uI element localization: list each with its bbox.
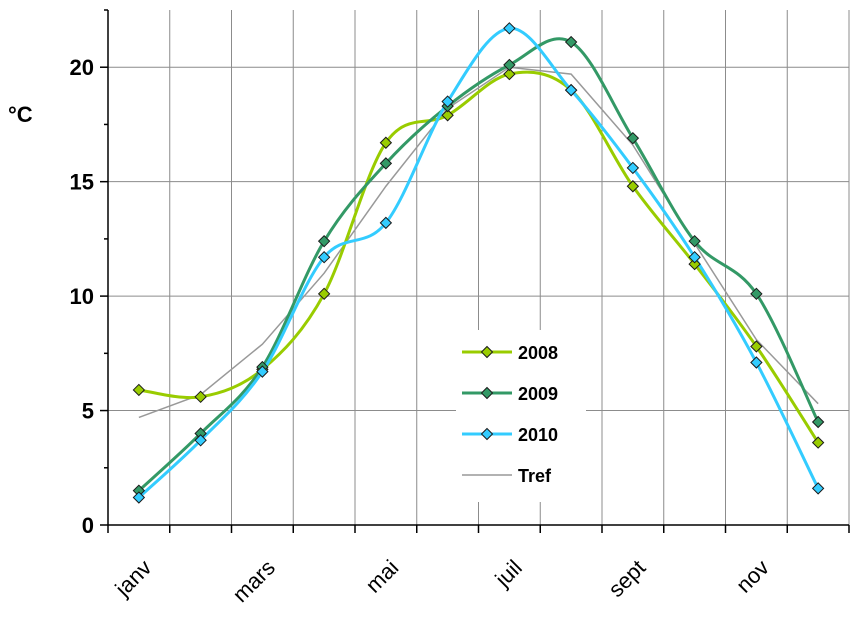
data-point-2008 — [194, 390, 207, 404]
data-point-2010 — [750, 356, 763, 369]
data-point-2010 — [256, 365, 269, 378]
data-point-2008 — [811, 436, 825, 449]
data-point-2008 — [688, 257, 701, 271]
y-tick-label: 15 — [70, 170, 94, 195]
data-point-2009 — [379, 157, 393, 170]
data-point-2008 — [317, 287, 331, 301]
data-point-2008 — [132, 383, 146, 397]
data-point-2008 — [626, 180, 640, 193]
data-point-2010 — [564, 83, 578, 97]
data-point-2009 — [688, 234, 701, 248]
axes — [100, 9, 850, 533]
data-point-2009 — [317, 234, 331, 248]
legend-marker-2008 — [480, 345, 494, 359]
data-point-2009 — [503, 58, 516, 72]
legend-label-2009: 2009 — [518, 384, 558, 404]
legend-label-2008: 2008 — [518, 343, 558, 363]
series-line-tref — [138, 66, 819, 419]
legend-marker-2010 — [480, 427, 494, 441]
data-point-2010 — [811, 482, 825, 495]
data-point-2008 — [503, 67, 516, 81]
y-axis-unit-label: °C — [8, 102, 33, 127]
legend-background — [456, 330, 586, 502]
series-markers — [132, 22, 825, 504]
data-point-2010 — [441, 95, 454, 108]
data-point-2009 — [564, 35, 578, 49]
y-tick-label: 5 — [82, 399, 94, 424]
legend: 2008 2009 2010 Tref — [456, 330, 586, 502]
legend-label-tref: Tref — [518, 466, 552, 486]
data-point-2010 — [317, 250, 331, 264]
data-point-2008 — [750, 340, 763, 353]
y-tick-labels: 0 5 10 15 20 — [70, 55, 94, 538]
y-tick-label: 0 — [82, 513, 94, 538]
data-point-2010 — [194, 434, 207, 447]
y-tick-label: 20 — [70, 55, 94, 80]
data-point-2010 — [688, 250, 701, 264]
legend-marker-2009 — [480, 386, 494, 400]
y-tick-label: 10 — [70, 284, 94, 309]
data-point-2009 — [750, 287, 763, 301]
data-point-2010 — [132, 491, 146, 504]
data-point-2008 — [441, 109, 454, 122]
data-point-2010 — [379, 216, 393, 230]
data-point-2010 — [626, 161, 640, 175]
data-point-2009 — [626, 131, 640, 145]
data-point-2009 — [811, 415, 825, 429]
data-point-2010 — [503, 22, 516, 35]
legend-label-2010: 2010 — [518, 425, 558, 445]
data-point-2008 — [379, 136, 393, 149]
